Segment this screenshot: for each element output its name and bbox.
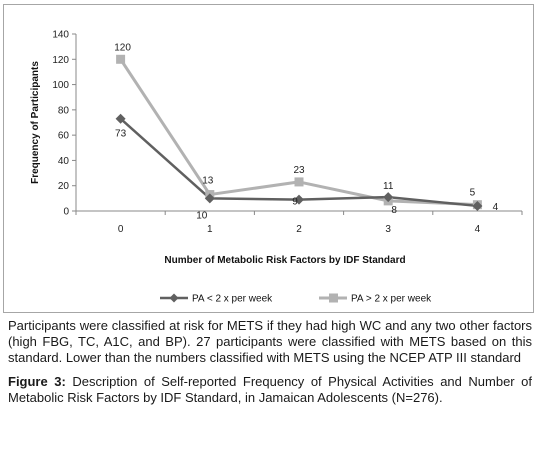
legend-label-pa-more-2: PA > 2 x per week — [351, 294, 432, 305]
y-tick-label: 20 — [58, 181, 70, 192]
legend-marker-diamond — [169, 293, 179, 303]
data-point-diamond — [294, 194, 304, 205]
caption-note: Participants were classified at risk for… — [8, 318, 532, 365]
x-tick-label: 1 — [207, 224, 213, 235]
figure-label: Figure 3: — [8, 374, 66, 389]
y-tick-label: 0 — [63, 207, 69, 218]
legend-marker-square — [329, 293, 338, 303]
figure-caption: Participants were classified at risk for… — [8, 318, 532, 406]
x-tick-label: 3 — [385, 224, 391, 235]
y-tick-label: 60 — [58, 131, 70, 142]
data-label: 73 — [115, 129, 127, 140]
y-tick-label: 40 — [58, 156, 70, 167]
x-tick-label: 0 — [118, 224, 124, 235]
data-point-diamond — [383, 192, 394, 203]
data-label: 13 — [202, 176, 214, 187]
data-label: 10 — [196, 210, 208, 221]
y-tick-label: 80 — [58, 105, 70, 116]
y-tick-label: 100 — [52, 80, 69, 91]
y-tick-label: 120 — [52, 55, 69, 66]
data-point-diamond — [204, 193, 215, 204]
data-point-diamond — [115, 113, 126, 124]
figure-description: Figure 3: Description of Self-reported F… — [8, 374, 532, 406]
data-label: 4 — [493, 202, 499, 213]
legend-label-pa-less-2: PA < 2 x per week — [192, 294, 273, 305]
data-label: 5 — [470, 188, 476, 199]
series-line-pa-less-2 — [119, 117, 478, 208]
x-tick-label: 2 — [296, 224, 302, 235]
figure-text: Description of Self-reported Frequency o… — [8, 374, 532, 405]
x-tick-label: 4 — [475, 224, 481, 235]
y-tick-label: 140 — [52, 30, 69, 41]
data-label: 8 — [391, 205, 397, 216]
data-point-diamond — [472, 200, 483, 211]
y-axis-title: Frequency of Participants — [30, 61, 41, 184]
chart-frame: 0 20 40 60 80 100 120 140 0 1 2 3 4 Frequency of Part… — [3, 4, 534, 313]
data-label: 9 — [292, 197, 298, 208]
data-label: 23 — [293, 165, 305, 176]
data-label: 120 — [114, 42, 131, 53]
x-axis-title: Number of Metabolic Risk Factors by IDF … — [164, 255, 405, 266]
data-point-square — [294, 177, 304, 187]
data-label: 11 — [383, 181, 394, 192]
data-point-square — [116, 54, 126, 64]
